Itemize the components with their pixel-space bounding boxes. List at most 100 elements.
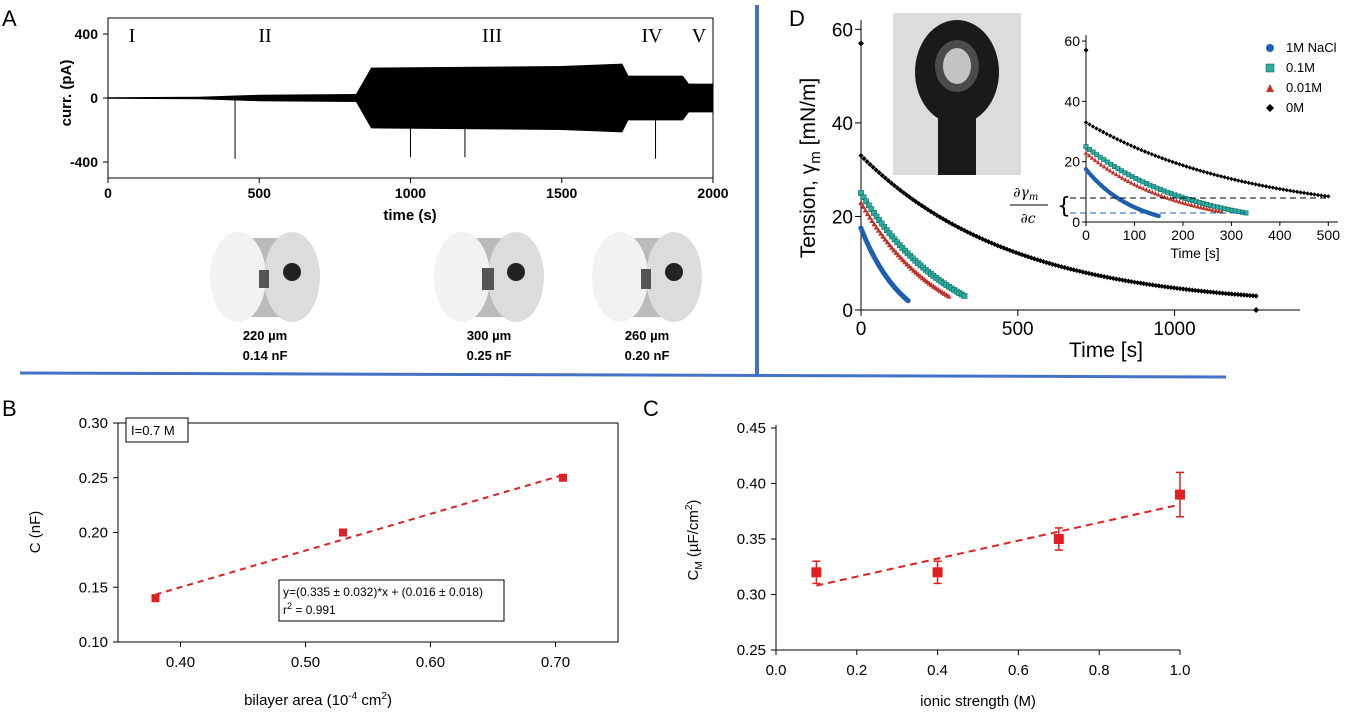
y-tick-label: 40 [832,114,853,135]
series-point [1226,291,1232,297]
panel-label-c: C [643,396,659,421]
inset-point [1180,200,1185,205]
series-point [882,175,888,181]
series-point [1046,260,1053,266]
inset-point [1186,201,1191,207]
inset-point [1225,175,1231,181]
panel-c-ticks: 0.0 0.2 0.4 0.6 0.8 1.0 0.25 0.30 0.35 0.40 0.45 [737,420,1191,679]
inset-y-tick-label: 60 [1064,33,1080,49]
x-tick-label: 2000 [697,185,728,201]
inset-point [1236,178,1241,183]
series-point [1086,270,1092,277]
inset-point [1141,185,1146,191]
y-tick-label: 0.30 [79,415,108,432]
x-tick-label: 0.6 [1008,662,1029,679]
phase-label: IV [641,25,663,47]
inset-y-tick-label: 40 [1064,93,1080,109]
series-point [1034,257,1040,263]
inset-point [1308,191,1314,197]
bilayer-image-1 [210,232,320,322]
legend-label: 1M NaCl [1286,40,1337,55]
panel-a-ticks: 0 500 1000 1500 2000 400 0 -400 [70,26,729,201]
inset-point [1312,192,1317,197]
series-point [873,167,879,173]
data-point [559,473,567,482]
inset-x-tick-label: 500 [1317,227,1341,243]
series-point [867,214,873,220]
series-point [1186,287,1192,293]
series-point [1204,289,1211,295]
series-point [1213,290,1220,296]
series-point [876,170,882,176]
annotation-box [125,417,189,443]
inset-point [1198,168,1203,173]
series-point [886,241,893,248]
droplet-image [893,13,1021,175]
series-point [940,216,946,222]
inset-point [1083,150,1089,155]
inset-point [1170,159,1175,165]
inset-point [1305,191,1310,196]
series-point [1210,289,1217,295]
inset-point [1156,154,1161,160]
inset-point [1090,124,1096,129]
inset-point [1095,159,1101,165]
series-point [1071,267,1077,273]
series-point [1159,283,1165,289]
inset-point [1125,141,1130,147]
series-point [1004,246,1010,252]
series-point [1150,282,1156,288]
inset-point [1184,164,1189,169]
series-point [955,224,961,230]
series-point [879,172,885,179]
inset-point [1087,146,1093,152]
derivative-label: ∂γm ∂c [1013,185,1043,227]
inset-point [1159,156,1165,161]
y-tick-label: 0.25 [79,470,108,487]
legend-marker [1266,84,1274,92]
x-tick-label: 500 [248,185,272,201]
inset-point [1294,189,1300,195]
series-point [871,221,877,227]
inset-point [1201,205,1206,210]
series-point [928,208,934,215]
series-point [1083,270,1089,276]
series-point [888,180,894,186]
panel-d-data [858,40,1260,313]
inset-point [1086,152,1092,158]
inset-point [1139,147,1144,153]
image-1-size: 220 µm [243,328,287,343]
panel-c-xlabel: ionic strength (M) [920,693,1036,710]
inset-point [1097,128,1103,133]
inset-x-tick-label: 300 [1220,227,1244,243]
fit-equation: y=(0.335 ± 0.032)*x + (0.016 ± 0.018) [283,585,483,599]
y-tick-label: 0.20 [79,525,108,542]
inset-point [1126,178,1131,184]
series-point [1052,262,1059,268]
series-point [900,190,907,196]
series-point [907,194,913,200]
derivative-brace: { [1057,194,1071,219]
inset-point [1146,150,1151,156]
series-point [904,261,910,267]
y-tick-label: 60 [832,20,853,41]
series-point [897,187,904,193]
series-point [1101,274,1107,280]
outlier-point [858,40,864,47]
series-point [1207,289,1214,295]
inset-point [1263,184,1269,189]
x-tick-label: 1500 [546,185,577,201]
inset-point [1189,202,1194,207]
inset-point [1121,140,1127,145]
inset-point [1180,163,1186,168]
inset-point [1138,184,1143,189]
inset-point [1168,196,1173,201]
series-point [1180,286,1186,292]
series-point [1092,272,1098,278]
inset-point [1135,146,1141,151]
image-1-cap: 0.14 nF [243,348,288,363]
panel-b-xlabel: bilayer area (10-4 cm2) [244,691,392,709]
inset-point [1277,186,1283,192]
inset-point [1173,160,1179,166]
